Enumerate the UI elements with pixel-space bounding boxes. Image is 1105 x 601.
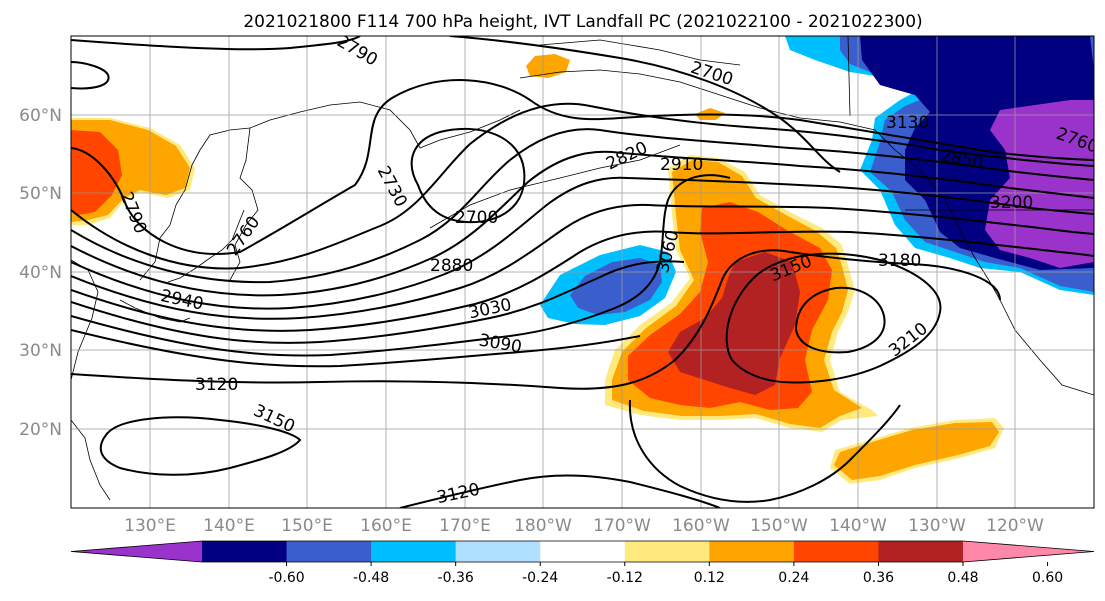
contour-line	[71, 128, 1094, 284]
ivt-negative-region-northamerica-4	[985, 100, 1094, 268]
longitude-labels: 130°E 140°E 150°E 160°E 170°E 180°W 170°…	[124, 516, 1044, 536]
contour-line	[725, 252, 942, 384]
colorbar-segment	[371, 541, 457, 562]
lon-label: 150°E	[281, 516, 333, 536]
colorbar-tick-label: 0.24	[778, 570, 809, 586]
contour-line	[71, 150, 1094, 297]
alaska-coastline	[519, 69, 1094, 396]
latitude-labels: 20°N 30°N 40°N 50°N 60°N	[19, 106, 62, 440]
lon-label: 130°W	[908, 516, 966, 536]
colorbar-outline	[70, 540, 1095, 563]
lon-label: 140°E	[203, 516, 255, 536]
contour-label: 2910	[660, 155, 703, 175]
philippines-coastline	[71, 419, 111, 501]
lon-label: 120°W	[986, 516, 1044, 536]
contour-line	[71, 36, 361, 51]
colorbar-tick-label: -0.36	[438, 570, 474, 586]
ivt-positive-subtropical-2	[834, 422, 999, 480]
contour-label: 2700	[455, 208, 498, 228]
colorbar-tick-label: -0.24	[522, 570, 558, 586]
colorbar: -0.60 -0.48 -0.36 -0.24 -0.12 0.12 0.24 0.36 0.4…	[70, 540, 1095, 586]
height-contours	[71, 36, 1094, 508]
colorbar-segment	[878, 541, 964, 562]
contour-line	[71, 329, 641, 368]
colorbar-segment	[540, 541, 626, 562]
lon-label: 130°E	[124, 516, 176, 536]
contour-line	[71, 260, 685, 344]
asia-coastline	[71, 101, 521, 381]
lat-label: 50°N	[19, 184, 62, 204]
colorbar-tick-label: 0.12	[694, 570, 725, 586]
colorbar-tick-label: -0.48	[353, 570, 389, 586]
lon-label: 150°W	[750, 516, 808, 536]
colorbar-tick-label: -0.12	[607, 570, 643, 586]
contour-label: 3130	[886, 113, 929, 133]
colorbar-tick-label: 0.60	[1032, 570, 1063, 586]
map-title: 2021021800 F114 700 hPa height, IVT Land…	[243, 12, 922, 32]
colorbar-tick-label: -0.60	[268, 570, 304, 586]
contour-line	[71, 102, 1094, 270]
contour-label: 3200	[990, 193, 1033, 213]
contour-line	[99, 416, 302, 476]
lon-label: 180°W	[514, 516, 572, 536]
contour-line	[71, 174, 731, 357]
lon-label: 160°W	[672, 516, 730, 536]
lat-label: 30°N	[19, 341, 62, 361]
contour-label: 3120	[195, 375, 238, 395]
map-frame	[70, 35, 1095, 509]
contour-line	[71, 249, 1001, 390]
colorbar-segment	[202, 541, 288, 562]
contour-line	[449, 36, 841, 173]
aleutian-islands	[429, 144, 681, 229]
lon-label: 170°E	[439, 516, 491, 536]
colorbar-extend-low	[71, 541, 202, 562]
contour-line	[410, 127, 526, 224]
contour-line	[399, 474, 721, 508]
colorbar-segment	[793, 541, 879, 562]
contour-line	[71, 61, 110, 90]
map-content: 2700 2700 2730 2760 2790 2790 2820 2850 …	[71, 36, 1094, 508]
lat-label: 40°N	[19, 263, 62, 283]
lat-label: 60°N	[19, 106, 62, 126]
colorbar-tick-label: 0.48	[947, 570, 978, 586]
contour-line	[71, 203, 1094, 320]
contour-line	[71, 79, 1094, 255]
contour-line	[628, 399, 901, 503]
contour-line	[794, 286, 886, 354]
contour-line	[71, 176, 1094, 310]
lon-label: 170°W	[593, 516, 651, 536]
colorbar-segment	[709, 541, 795, 562]
colorbar-segment	[455, 541, 541, 562]
colorbar-extend-high	[963, 541, 1094, 562]
lat-label: 20°N	[19, 420, 62, 440]
arctic-coastline	[539, 39, 741, 66]
colorbar-tick-label: 0.36	[863, 570, 894, 586]
lon-label: 160°E	[360, 516, 412, 536]
lon-label: 140°W	[829, 516, 887, 536]
coastlines	[71, 36, 1094, 501]
contour-label: 3180	[878, 251, 921, 271]
colorbar-segment	[624, 541, 710, 562]
contour-line	[71, 230, 1094, 332]
contour-label: 2880	[430, 256, 473, 276]
colorbar-segment	[286, 541, 372, 562]
